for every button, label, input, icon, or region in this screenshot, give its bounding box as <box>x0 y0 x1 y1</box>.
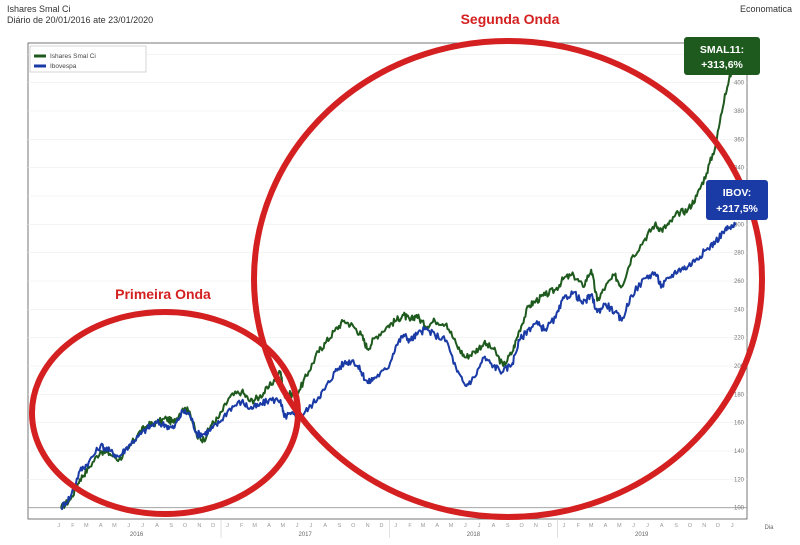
x-month-label: J <box>226 523 229 529</box>
second-wave-label: Segunda Onda <box>461 11 560 27</box>
x-month-label: A <box>435 523 439 529</box>
y-tick-label: 120 <box>734 477 745 483</box>
y-tick-label: 220 <box>734 336 745 342</box>
y-tick-label: 160 <box>734 421 745 427</box>
x-month-label: J <box>478 523 481 529</box>
smal-callout-box <box>684 37 760 75</box>
smal-callout-label: SMAL11: <box>700 44 744 56</box>
legend-label-smal: Ishares Smal Ci <box>50 53 96 60</box>
smal-callout-value: +313,6% <box>701 59 743 71</box>
first-wave-label: Primeira Onda <box>115 286 211 302</box>
chart-title: Ishares Smal Ci <box>7 4 71 14</box>
y-tick-label: 100 <box>734 506 745 512</box>
x-month-label: A <box>492 523 496 529</box>
x-month-label: D <box>548 523 552 529</box>
x-month-label: N <box>702 523 706 529</box>
x-month-label: O <box>519 523 524 529</box>
x-month-label: A <box>604 523 608 529</box>
y-tick-label: 300 <box>734 222 745 228</box>
x-month-label: M <box>280 523 285 529</box>
x-month-label: M <box>589 523 594 529</box>
x-month-label: J <box>464 523 467 529</box>
x-year-label: 2016 <box>130 532 144 538</box>
x-year-label: 2018 <box>467 532 481 538</box>
x-month-label: O <box>183 523 188 529</box>
x-month-label: M <box>112 523 117 529</box>
x-month-label: J <box>632 523 635 529</box>
x-month-label: J <box>563 523 566 529</box>
x-month-label: D <box>379 523 383 529</box>
x-month-label: S <box>674 523 678 529</box>
x-month-label: J <box>141 523 144 529</box>
legend: Ishares Smal Ci Ibovespa <box>29 45 147 73</box>
y-tick-label: 200 <box>734 364 745 370</box>
x-month-label: A <box>267 523 271 529</box>
y-tick-label: 260 <box>734 279 745 285</box>
x-month-label: S <box>169 523 173 529</box>
x-month-label: M <box>449 523 454 529</box>
ibov-callout-label: IBOV: <box>723 187 752 199</box>
y-tick-label: 340 <box>734 166 745 172</box>
ibov-callout-value: +217,5% <box>716 203 758 215</box>
x-month-label: O <box>688 523 693 529</box>
x-month-label: S <box>506 523 510 529</box>
x-month-label: M <box>252 523 257 529</box>
y-tick-label: 140 <box>734 449 745 455</box>
x-month-label: M <box>617 523 622 529</box>
x-month-label: M <box>421 523 426 529</box>
x-month-label: D <box>211 523 215 529</box>
smal-return-callout: SMAL11: +313,6% <box>684 37 760 75</box>
x-month-label: J <box>310 523 313 529</box>
x-month-label: F <box>577 523 581 529</box>
x-month-label: F <box>240 523 244 529</box>
x-month-label: J <box>731 523 734 529</box>
x-month-label: J <box>296 523 299 529</box>
x-month-label: N <box>366 523 370 529</box>
x-month-label: A <box>660 523 664 529</box>
x-month-label: A <box>99 523 103 529</box>
second-wave-ellipse <box>251 38 765 520</box>
grid-lines <box>28 54 747 509</box>
y-tick-label: 380 <box>734 109 745 115</box>
x-month-label: J <box>394 523 397 529</box>
x-month-label: A <box>155 523 159 529</box>
chart-subtitle: Diário de 20/01/2016 ate 23/01/2020 <box>7 15 153 25</box>
x-year-label: 2017 <box>298 532 312 538</box>
x-month-label: J <box>127 523 130 529</box>
y-tick-label: 360 <box>734 137 745 143</box>
x-month-label: J <box>646 523 649 529</box>
ibov-callout-box <box>706 180 768 220</box>
x-month-label: M <box>84 523 89 529</box>
x-month-label: A <box>323 523 327 529</box>
x-axis-end-label: Dia <box>764 525 774 531</box>
x-month-label: J <box>57 523 60 529</box>
y-tick-label: 240 <box>734 307 745 313</box>
x-year-label: 2019 <box>635 532 649 538</box>
ibov-return-callout: IBOV: +217,5% <box>706 180 768 220</box>
y-tick-label: 180 <box>734 392 745 398</box>
y-tick-label: 400 <box>734 81 745 87</box>
y-tick-label: 280 <box>734 251 745 257</box>
x-month-label: D <box>716 523 720 529</box>
x-month-label: F <box>408 523 412 529</box>
x-month-label: N <box>534 523 538 529</box>
x-month-label: S <box>338 523 342 529</box>
legend-box <box>29 45 147 73</box>
legend-label-ibov: Ibovespa <box>50 63 77 70</box>
y-axis: 1001201401601802002202402602803003203403… <box>734 52 745 511</box>
series-layer <box>60 53 737 511</box>
x-month-label: N <box>197 523 201 529</box>
source-label: Economatica <box>740 4 792 14</box>
series-line-ibov <box>60 221 737 511</box>
x-month-label: F <box>71 523 75 529</box>
x-month-label: O <box>351 523 356 529</box>
